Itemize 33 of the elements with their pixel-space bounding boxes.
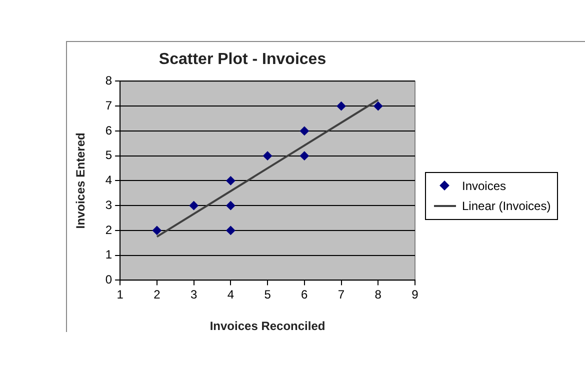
point	[263, 151, 272, 160]
y-tick-label: 8	[105, 74, 112, 88]
y-tick-label: 5	[105, 148, 112, 162]
point	[336, 102, 346, 111]
point	[152, 226, 162, 235]
point	[374, 102, 383, 111]
x-tick-label: 9	[412, 288, 419, 302]
legend-label: Linear (Invoices)	[462, 199, 551, 213]
y-tick-label: 1	[105, 248, 112, 262]
point	[300, 151, 309, 160]
point	[226, 201, 236, 210]
x-tick-label: 3	[190, 288, 198, 302]
y-tick-label: 3	[105, 198, 112, 212]
point	[226, 176, 236, 186]
point	[189, 201, 198, 210]
y-tick-label: 0	[105, 272, 112, 287]
x-tick-label: 2	[154, 288, 161, 302]
x-axis-title: Invoices Reconciled	[210, 319, 326, 334]
y-tick-label: 2	[105, 222, 112, 237]
chart-title: Scatter Plot - Invoices	[158, 51, 326, 68]
x-tick-label: 8	[374, 288, 382, 302]
x-tick-label: 7	[338, 288, 345, 302]
y-tick-label: 7	[105, 98, 112, 112]
legend-label: Invoices	[462, 179, 506, 193]
x-tick-label: 6	[301, 288, 308, 302]
x-tick-label: 4	[227, 288, 234, 302]
x-tick-label: 1	[116, 288, 124, 302]
point	[226, 226, 236, 235]
y-tick-label: 4	[105, 173, 112, 188]
point	[300, 126, 309, 136]
y-axis-title: Invoices Entered	[74, 132, 88, 229]
y-tick-label: 6	[105, 123, 112, 138]
x-tick-label: 5	[264, 288, 272, 302]
